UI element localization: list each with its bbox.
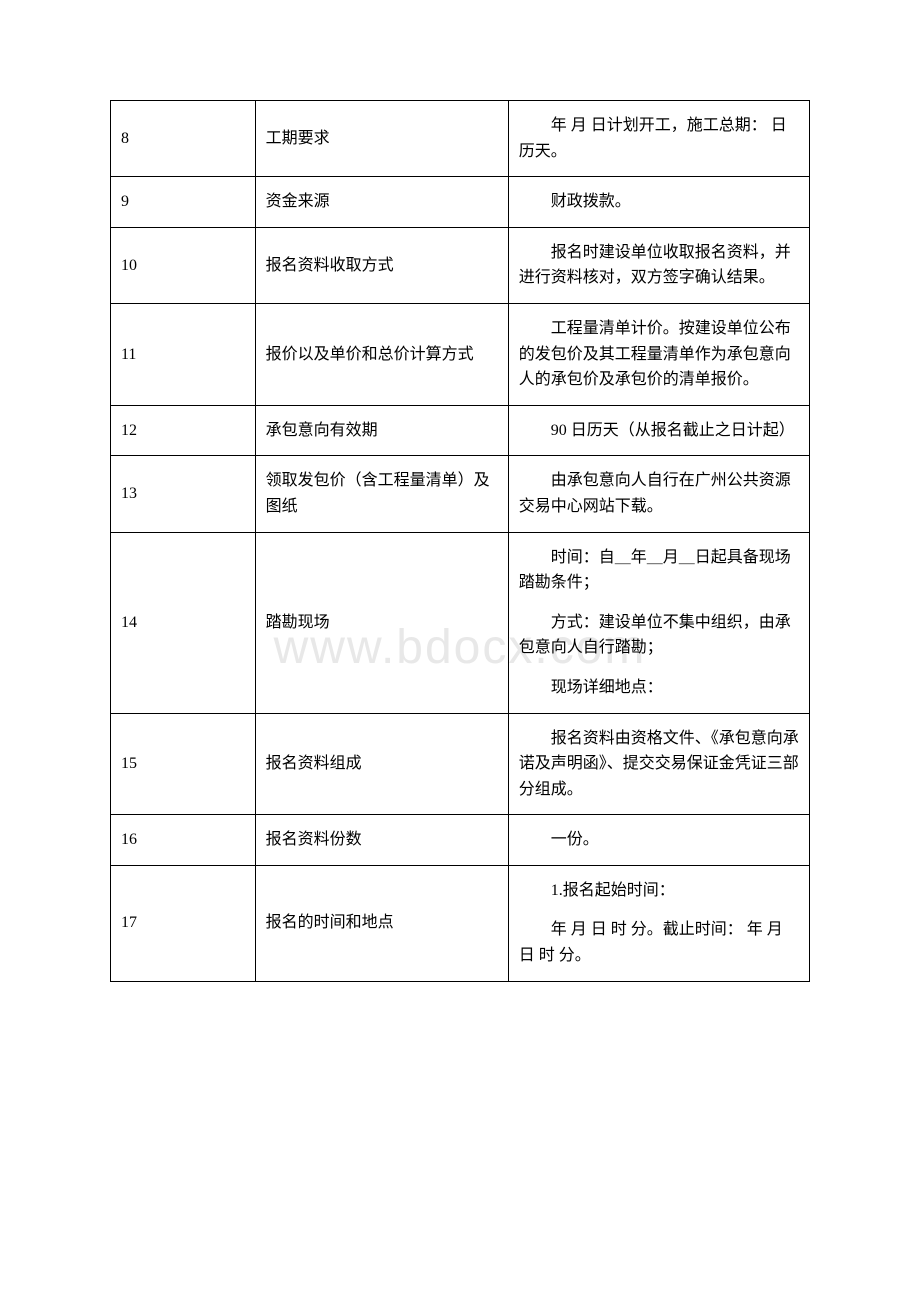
row-number: 12	[111, 405, 256, 456]
table-row: 17报名的时间和地点 1.报名起始时间： 年 月 日 时 分。截止时间： 年 月 日…	[111, 865, 810, 981]
table-row: 11报价以及单价和总价计算方式工程量清单计价。按建设单位公布的发包价及其工程量清…	[111, 303, 810, 405]
content-text: 时间：自＿年＿月＿日起具备现场踏勘条件；	[519, 545, 799, 596]
row-content: 年 月 日计划开工，施工总期： 日历天。	[508, 101, 809, 177]
row-label: 领取发包价（含工程量清单）及图纸	[255, 456, 508, 532]
table-row: 10报名资料收取方式报名时建设单位收取报名资料，并进行资料核对，双方签字确认结果…	[111, 227, 810, 303]
content-text: 现场详细地点：	[519, 675, 799, 701]
content-paragraph-group: 现场详细地点：	[519, 675, 799, 701]
row-label: 报名资料收取方式	[255, 227, 508, 303]
content-text: 90 日历天（从报名截止之日计起）	[519, 418, 799, 444]
row-label: 资金来源	[255, 177, 508, 228]
row-content: 由承包意向人自行在广州公共资源交易中心网站下载。	[508, 456, 809, 532]
row-content: 工程量清单计价。按建设单位公布的发包价及其工程量清单作为承包意向人的承包价及承包…	[508, 303, 809, 405]
row-number: 17	[111, 865, 256, 981]
content-text: 工程量清单计价。按建设单位公布的发包价及其工程量清单作为承包意向人的承包价及承包…	[519, 316, 799, 393]
content-paragraph-group: 时间：自＿年＿月＿日起具备现场踏勘条件；	[519, 545, 799, 596]
content-paragraph-group: 1.报名起始时间：	[519, 878, 799, 904]
content-paragraph-group: 方式：建设单位不集中组织，由承包意向人自行踏勘；	[519, 610, 799, 661]
row-content: 财政拨款。	[508, 177, 809, 228]
row-number: 8	[111, 101, 256, 177]
content-text: 财政拨款。	[519, 189, 799, 215]
row-label: 报名的时间和地点	[255, 865, 508, 981]
table-row: 13领取发包价（含工程量清单）及图纸由承包意向人自行在广州公共资源交易中心网站下…	[111, 456, 810, 532]
row-content: 1.报名起始时间： 年 月 日 时 分。截止时间： 年 月 日 时 分。	[508, 865, 809, 981]
row-label: 承包意向有效期	[255, 405, 508, 456]
table-row: 15报名资料组成报名资料由资格文件、《承包意向承诺及声明函》、提交交易保证金凭证…	[111, 713, 810, 815]
table-body: 8工期要求年 月 日计划开工，施工总期： 日历天。9资金来源财政拨款。10报名资…	[111, 101, 810, 982]
table-row: 14踏勘现场时间：自＿年＿月＿日起具备现场踏勘条件； 方式：建设单位不集中组织，由…	[111, 532, 810, 713]
row-number: 14	[111, 532, 256, 713]
content-text: 报名资料由资格文件、《承包意向承诺及声明函》、提交交易保证金凭证三部分组成。	[519, 726, 799, 803]
document-table: 8工期要求年 月 日计划开工，施工总期： 日历天。9资金来源财政拨款。10报名资…	[110, 100, 810, 982]
content-text: 一份。	[519, 827, 799, 853]
content-text: 方式：建设单位不集中组织，由承包意向人自行踏勘；	[519, 610, 799, 661]
table-row: 9资金来源财政拨款。	[111, 177, 810, 228]
row-number: 10	[111, 227, 256, 303]
content-text: 年 月 日计划开工，施工总期： 日历天。	[519, 113, 799, 164]
table-row: 16报名资料份数一份。	[111, 815, 810, 866]
row-label: 报名资料组成	[255, 713, 508, 815]
content-text: 由承包意向人自行在广州公共资源交易中心网站下载。	[519, 468, 799, 519]
content-paragraph-group: 年 月 日 时 分。截止时间： 年 月 日 时 分。	[519, 917, 799, 968]
row-number: 16	[111, 815, 256, 866]
row-number: 11	[111, 303, 256, 405]
content-text: 1.报名起始时间：	[519, 878, 799, 904]
row-number: 15	[111, 713, 256, 815]
row-content: 一份。	[508, 815, 809, 866]
row-number: 13	[111, 456, 256, 532]
row-content: 报名资料由资格文件、《承包意向承诺及声明函》、提交交易保证金凭证三部分组成。	[508, 713, 809, 815]
table-row: 8工期要求年 月 日计划开工，施工总期： 日历天。	[111, 101, 810, 177]
row-label: 报价以及单价和总价计算方式	[255, 303, 508, 405]
content-text: 报名时建设单位收取报名资料，并进行资料核对，双方签字确认结果。	[519, 240, 799, 291]
row-content: 时间：自＿年＿月＿日起具备现场踏勘条件； 方式：建设单位不集中组织，由承包意向人自…	[508, 532, 809, 713]
table-row: 12承包意向有效期 90 日历天（从报名截止之日计起）	[111, 405, 810, 456]
row-label: 报名资料份数	[255, 815, 508, 866]
row-number: 9	[111, 177, 256, 228]
row-label: 踏勘现场	[255, 532, 508, 713]
row-content: 报名时建设单位收取报名资料，并进行资料核对，双方签字确认结果。	[508, 227, 809, 303]
content-text: 年 月 日 时 分。截止时间： 年 月 日 时 分。	[519, 917, 799, 968]
row-content: 90 日历天（从报名截止之日计起）	[508, 405, 809, 456]
row-label: 工期要求	[255, 101, 508, 177]
